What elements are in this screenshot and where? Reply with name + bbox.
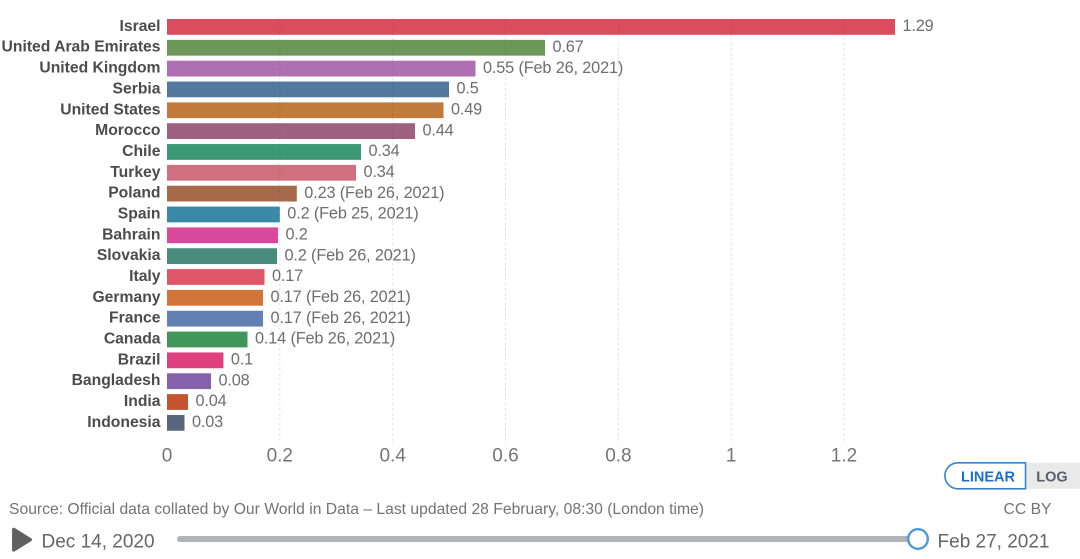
svg-text:0.17: 0.17 [272, 267, 303, 285]
svg-text:India: India [124, 393, 161, 410]
svg-text:0.6: 0.6 [492, 446, 518, 467]
svg-text:Feb 27, 2021: Feb 27, 2021 [938, 531, 1050, 552]
svg-text:Poland: Poland [108, 185, 160, 202]
svg-text:United Kingdom: United Kingdom [39, 60, 160, 77]
svg-text:LINEAR: LINEAR [961, 469, 1016, 485]
svg-text:0.14 (Feb 26, 2021): 0.14 (Feb 26, 2021) [255, 330, 395, 348]
svg-text:Turkey: Turkey [110, 164, 161, 181]
svg-text:0.17 (Feb 26, 2021): 0.17 (Feb 26, 2021) [271, 309, 411, 327]
svg-text:Bangladesh: Bangladesh [72, 372, 161, 389]
svg-text:0.03: 0.03 [192, 413, 223, 431]
svg-text:0.2 (Feb 26, 2021): 0.2 (Feb 26, 2021) [285, 246, 416, 264]
svg-text:CC BY: CC BY [1004, 501, 1052, 518]
svg-text:United Arab Emirates: United Arab Emirates [2, 39, 161, 56]
svg-text:0.2: 0.2 [267, 446, 293, 467]
svg-text:Slovakia: Slovakia [97, 247, 161, 264]
svg-text:0.34: 0.34 [364, 163, 395, 181]
svg-text:0.17 (Feb 26, 2021): 0.17 (Feb 26, 2021) [271, 288, 411, 306]
svg-text:0.44: 0.44 [423, 121, 454, 139]
svg-text:0.4: 0.4 [379, 446, 406, 467]
svg-text:Israel: Israel [120, 18, 161, 35]
svg-text:0.55 (Feb 26, 2021): 0.55 (Feb 26, 2021) [483, 59, 623, 77]
svg-text:0.08: 0.08 [219, 371, 250, 389]
svg-text:Brazil: Brazil [118, 351, 161, 368]
svg-text:Italy: Italy [129, 268, 161, 285]
svg-text:0.8: 0.8 [605, 446, 631, 467]
svg-text:0.49: 0.49 [451, 100, 482, 118]
svg-text:Chile: Chile [122, 143, 161, 160]
svg-text:Canada: Canada [104, 331, 161, 348]
svg-text:1.2: 1.2 [831, 446, 857, 467]
svg-text:1: 1 [726, 446, 737, 467]
svg-text:Indonesia: Indonesia [87, 414, 160, 431]
svg-text:United States: United States [60, 101, 161, 118]
svg-text:0.5: 0.5 [457, 80, 479, 98]
svg-text:0.34: 0.34 [369, 142, 400, 160]
svg-text:Bahrain: Bahrain [102, 226, 160, 243]
svg-text:Germany: Germany [92, 289, 160, 306]
svg-text:0.23 (Feb 26, 2021): 0.23 (Feb 26, 2021) [304, 184, 444, 202]
svg-text:0.2: 0.2 [286, 226, 308, 244]
svg-text:0.2 (Feb 25, 2021): 0.2 (Feb 25, 2021) [287, 205, 418, 223]
svg-text:0.67: 0.67 [553, 38, 584, 56]
svg-text:0: 0 [162, 446, 173, 467]
svg-text:Source: Official data collated: Source: Official data collated by Our Wo… [9, 501, 704, 518]
svg-text:Serbia: Serbia [113, 80, 161, 97]
svg-text:Spain: Spain [118, 205, 161, 222]
svg-text:France: France [109, 310, 161, 327]
svg-text:Dec 14, 2020: Dec 14, 2020 [42, 531, 155, 552]
svg-text:1.29: 1.29 [903, 17, 934, 35]
svg-text:0.04: 0.04 [196, 392, 227, 410]
svg-text:Morocco: Morocco [95, 122, 160, 139]
svg-text:0.1: 0.1 [231, 351, 253, 369]
svg-text:LOG: LOG [1036, 469, 1067, 485]
